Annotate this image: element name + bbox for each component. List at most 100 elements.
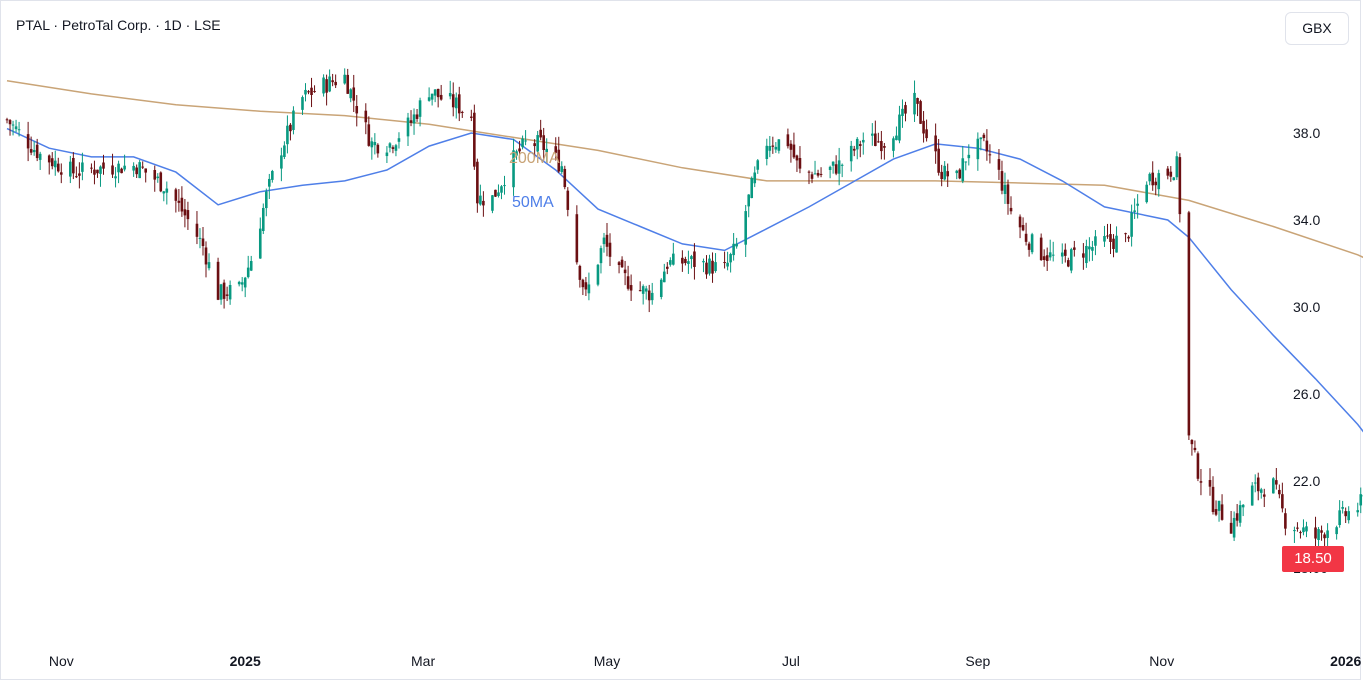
candle-body	[913, 92, 916, 115]
candle-body	[307, 91, 310, 93]
candle-body	[144, 168, 148, 173]
candle-body	[78, 173, 81, 176]
y-tick-label: 22.0	[1293, 473, 1320, 489]
x-tick-label: Sep	[965, 653, 990, 669]
candle-body	[47, 155, 51, 163]
candle-body	[246, 267, 250, 278]
candle-body	[385, 152, 389, 157]
candle-body	[261, 207, 265, 232]
candle-body	[1317, 529, 1320, 541]
candle-body	[852, 148, 856, 151]
candle-body	[349, 89, 353, 99]
candle-body	[123, 165, 126, 170]
candle-body	[816, 172, 820, 176]
candle-body	[1009, 207, 1013, 212]
candle-body	[518, 148, 521, 152]
candle-body	[563, 168, 567, 188]
candle-body	[1296, 527, 1299, 529]
candle-body	[596, 264, 600, 285]
candle-body	[1262, 494, 1266, 497]
x-tick-label: 2026	[1330, 653, 1361, 669]
candle-body	[982, 134, 986, 139]
candle-body	[1356, 510, 1360, 513]
candle-body	[786, 134, 790, 147]
candle-body	[352, 87, 356, 101]
candle-body	[943, 165, 946, 180]
candle-body	[75, 176, 78, 178]
candle-body	[367, 124, 371, 146]
candle-body	[1091, 247, 1094, 251]
candle-body	[301, 97, 304, 110]
candle-body	[1021, 225, 1025, 231]
candle-body	[460, 111, 464, 113]
candle-body	[837, 160, 841, 174]
candle-body	[828, 166, 832, 171]
candle-body	[141, 166, 144, 168]
candle-body	[494, 189, 497, 197]
candle-body	[102, 162, 105, 169]
candle-body	[840, 164, 844, 166]
candle-body	[747, 194, 751, 207]
candle-body	[8, 120, 12, 125]
candle-body	[1217, 500, 1221, 511]
candle-body	[265, 191, 268, 209]
candle-body	[1187, 212, 1191, 436]
candle-body	[412, 114, 416, 124]
candle-body	[289, 124, 292, 132]
200ma-line	[6, 80, 1363, 259]
candle-body	[1293, 530, 1296, 532]
candle-body	[1344, 511, 1347, 517]
candle-body	[1085, 245, 1088, 264]
y-tick-label: 30.0	[1293, 299, 1320, 315]
candle-body	[5, 119, 9, 121]
candle-body	[789, 143, 793, 150]
candle-body	[1284, 513, 1287, 529]
candle-body	[35, 144, 39, 159]
candle-body	[17, 129, 21, 131]
candle-body	[243, 277, 247, 288]
candle-body	[280, 155, 283, 169]
candle-body	[638, 290, 642, 292]
candle-body	[180, 197, 184, 212]
candle-body	[1278, 489, 1281, 495]
candle-body	[967, 154, 971, 159]
candle-body	[807, 171, 811, 173]
symbol-legend[interactable]: PTAL · PetroTal Corp. · 1D · LSE	[16, 17, 221, 33]
x-tick-label: May	[594, 653, 620, 669]
candle-body	[59, 172, 63, 175]
candle-body	[454, 97, 458, 109]
candle-body	[629, 285, 633, 291]
candle-body	[602, 237, 606, 245]
candle-body	[451, 94, 455, 108]
candle-body	[726, 262, 729, 267]
candle-body	[659, 279, 663, 297]
candle-body	[1302, 527, 1305, 533]
candle-body	[1211, 486, 1215, 513]
candle-body	[114, 176, 117, 179]
candle-body	[1347, 511, 1350, 521]
candle-body	[476, 161, 479, 204]
candle-body	[958, 169, 962, 179]
candle-body	[1006, 184, 1010, 204]
candle-body	[397, 138, 401, 142]
ma50-label: 50MA	[512, 194, 554, 211]
candle-body	[1250, 485, 1254, 506]
candle-body	[581, 279, 585, 288]
candle-body	[599, 248, 603, 264]
candle-body	[132, 165, 135, 171]
currency-button[interactable]: GBX	[1285, 12, 1349, 45]
candle-body	[497, 192, 500, 196]
candle-body	[1082, 253, 1085, 258]
candle-body	[644, 288, 648, 292]
candle-body	[608, 242, 612, 257]
candle-body	[1063, 249, 1067, 256]
candle-body	[1136, 203, 1139, 206]
candle-body	[666, 266, 669, 269]
candle-body	[258, 228, 262, 259]
candle-body	[874, 133, 877, 147]
candle-body	[1000, 171, 1004, 191]
candle-body	[334, 81, 337, 86]
candle-body	[1178, 157, 1182, 215]
y-tick-label: 34.0	[1293, 212, 1320, 228]
